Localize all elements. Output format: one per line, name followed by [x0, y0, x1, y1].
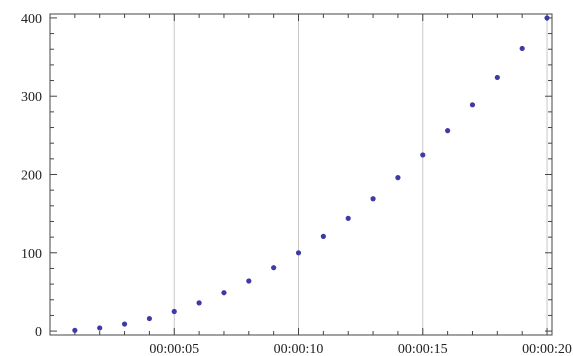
y-tick-label: 200: [21, 169, 42, 184]
data-point: [221, 290, 227, 296]
y-tick-labels: 0 100 200 300 400: [21, 12, 42, 340]
x-tick-label: 00:00:05: [149, 342, 199, 356]
data-point: [544, 15, 550, 21]
data-point: [246, 278, 252, 284]
y-tick-label: 400: [21, 12, 42, 27]
x-tick-label: 00:00:20: [522, 342, 572, 356]
data-point: [420, 152, 426, 158]
axis-ticks: [50, 14, 552, 335]
data-point: [519, 45, 525, 52]
data-point: [320, 233, 326, 239]
data-point: [196, 300, 202, 306]
data-point: [295, 250, 302, 256]
grid-lines: [173, 14, 548, 335]
x-tick-label: 00:00:15: [398, 342, 448, 356]
data-point: [271, 265, 277, 271]
data-point: [494, 74, 500, 81]
data-point: [370, 196, 376, 202]
x-tick-labels: 00:00:05 00:00:10 00:00:15 00:00:20: [149, 342, 572, 356]
data-point: [171, 308, 177, 315]
data-point: [72, 327, 78, 333]
data-point: [345, 215, 351, 221]
data-points: [72, 15, 550, 333]
data-point: [146, 315, 153, 322]
y-tick-label: 100: [21, 247, 42, 262]
y-tick-label: 300: [21, 90, 42, 105]
data-point: [469, 102, 476, 108]
x-tick-label: 00:00:10: [274, 342, 324, 356]
data-point: [121, 321, 128, 327]
y-tick-label: 0: [35, 325, 42, 340]
data-point: [445, 128, 451, 134]
data-point: [97, 325, 103, 331]
data-point: [395, 175, 401, 181]
plot-frame: [49, 13, 553, 336]
